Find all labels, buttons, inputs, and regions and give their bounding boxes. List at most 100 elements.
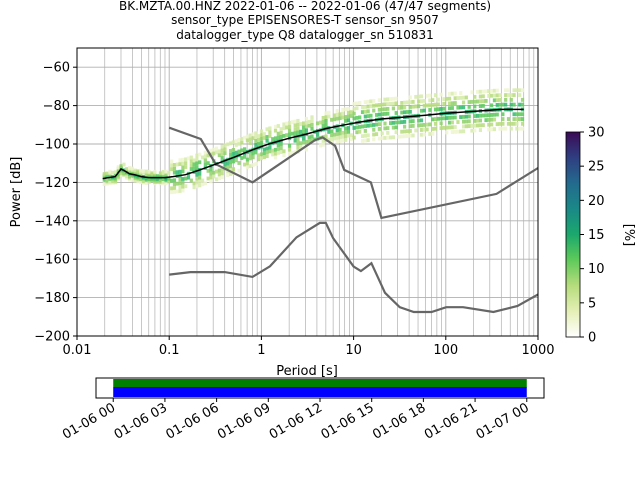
heatmap-cell xyxy=(243,154,247,159)
heatmap-cell xyxy=(189,155,193,160)
title-line-1: BK.MZTA.00.HNZ 2022-01-06 -- 2022-01-06 … xyxy=(119,0,491,13)
heatmap-cell xyxy=(377,107,381,112)
heatmap-cell xyxy=(506,121,511,126)
heatmap-cell xyxy=(229,152,233,157)
heatmap-cell xyxy=(501,117,505,121)
x-tick-label: 0.01 xyxy=(63,343,92,358)
heatmap-cell xyxy=(411,119,415,124)
heatmap-cell xyxy=(425,122,429,127)
heatmap-cell xyxy=(498,126,502,131)
heatmap-cell xyxy=(394,96,398,101)
x-axis-ticks: 0.01 0.1 1 10 100 1000 xyxy=(63,336,555,358)
colorbar-tick-label: 30 xyxy=(588,126,605,141)
heatmap-cell xyxy=(240,140,244,145)
heatmap-cell xyxy=(203,150,207,155)
heatmap-cell xyxy=(251,132,255,137)
heatmap-cell xyxy=(226,165,230,170)
heatmap-cell xyxy=(282,149,286,154)
heatmap-cell xyxy=(369,104,373,109)
heatmap-cell xyxy=(318,143,323,148)
heatmap-cell xyxy=(285,133,289,138)
heatmap-cell xyxy=(431,117,435,122)
heatmap-cell xyxy=(335,132,339,136)
heatmap-cell xyxy=(217,172,221,177)
heatmap-cell xyxy=(506,88,511,93)
heatmap-cell xyxy=(433,126,438,131)
heatmap-cell xyxy=(504,102,508,107)
heatmap-cell xyxy=(282,134,286,138)
heatmap-cell xyxy=(206,168,210,173)
title-line-3: datalogger_type Q8 datalogger_sn 510831 xyxy=(176,28,434,42)
heatmap-cell xyxy=(234,139,238,144)
heatmap-cell xyxy=(358,115,362,120)
heatmap-cell xyxy=(380,102,384,107)
heatmap-cell xyxy=(214,150,219,155)
heatmap-cell xyxy=(520,117,525,121)
time-tick-label: 01-06 18 xyxy=(370,400,428,442)
heatmap-cell xyxy=(240,148,244,153)
heatmap-cell xyxy=(195,165,199,170)
heatmap-cell xyxy=(476,113,480,118)
heatmap-cell xyxy=(335,116,339,121)
heatmap-cell xyxy=(400,100,404,105)
heatmap-cell xyxy=(495,103,499,107)
heatmap-cell xyxy=(405,110,410,114)
heatmap-cell xyxy=(478,123,483,128)
heatmap-cell xyxy=(321,142,325,147)
heatmap-cell xyxy=(346,114,351,119)
heatmap-cell xyxy=(363,114,367,119)
heatmap-cell xyxy=(476,89,480,94)
heatmap-cell xyxy=(167,179,171,184)
heatmap-cell xyxy=(504,126,508,131)
heatmap-cell xyxy=(417,99,421,104)
heatmap-cell xyxy=(184,157,188,162)
y-tick-label: −80 xyxy=(43,99,70,114)
heatmap-cell xyxy=(226,142,230,147)
heatmap-cell xyxy=(189,178,193,183)
heatmap-cell xyxy=(178,189,182,193)
heatmap-cell xyxy=(439,107,443,111)
heatmap-cell xyxy=(422,132,426,137)
heatmap-cell xyxy=(172,163,177,167)
heatmap-cell xyxy=(383,121,387,126)
heatmap-cell xyxy=(209,175,213,180)
heatmap-cell xyxy=(186,156,191,161)
x-axis-label: Period [s] xyxy=(276,364,338,379)
heatmap-cell xyxy=(447,101,452,106)
colorbar: 0 5 10 15 20 25 30 [%] xyxy=(565,126,636,346)
heatmap-cell xyxy=(408,105,412,109)
heatmap-cell xyxy=(158,174,163,179)
heatmap-cell xyxy=(307,139,311,143)
heatmap-cell xyxy=(481,89,485,94)
heatmap-cell xyxy=(254,139,258,143)
heatmap-cell xyxy=(388,97,393,101)
y-tick-label: −140 xyxy=(34,214,70,229)
heatmap-cell xyxy=(279,130,283,135)
heatmap-cell xyxy=(189,163,193,168)
heatmap-cell xyxy=(391,120,396,125)
heatmap-cell xyxy=(478,113,483,118)
heatmap-cell xyxy=(111,179,115,184)
heatmap-cell xyxy=(498,102,502,107)
heatmap-cell xyxy=(127,174,132,179)
heatmap-cell xyxy=(268,126,272,131)
heatmap-cell xyxy=(262,151,266,156)
heatmap-cell xyxy=(200,182,205,187)
heatmap-cell xyxy=(388,135,393,140)
heatmap-cell xyxy=(515,88,519,93)
heatmap-cell xyxy=(105,171,109,176)
x-tick-label: 10 xyxy=(345,343,362,358)
heatmap-cell xyxy=(405,100,410,105)
heatmap-cell xyxy=(346,118,351,123)
heatmap-cell xyxy=(332,136,337,141)
heatmap-cell xyxy=(341,107,345,112)
heatmap-cell xyxy=(276,147,280,151)
low-noise-model-line xyxy=(169,221,538,314)
heatmap-cell xyxy=(178,162,182,166)
heatmap-cell xyxy=(245,165,250,170)
heatmap-cell xyxy=(301,129,306,133)
heatmap-cell xyxy=(411,104,415,109)
heatmap-cell xyxy=(490,117,494,122)
